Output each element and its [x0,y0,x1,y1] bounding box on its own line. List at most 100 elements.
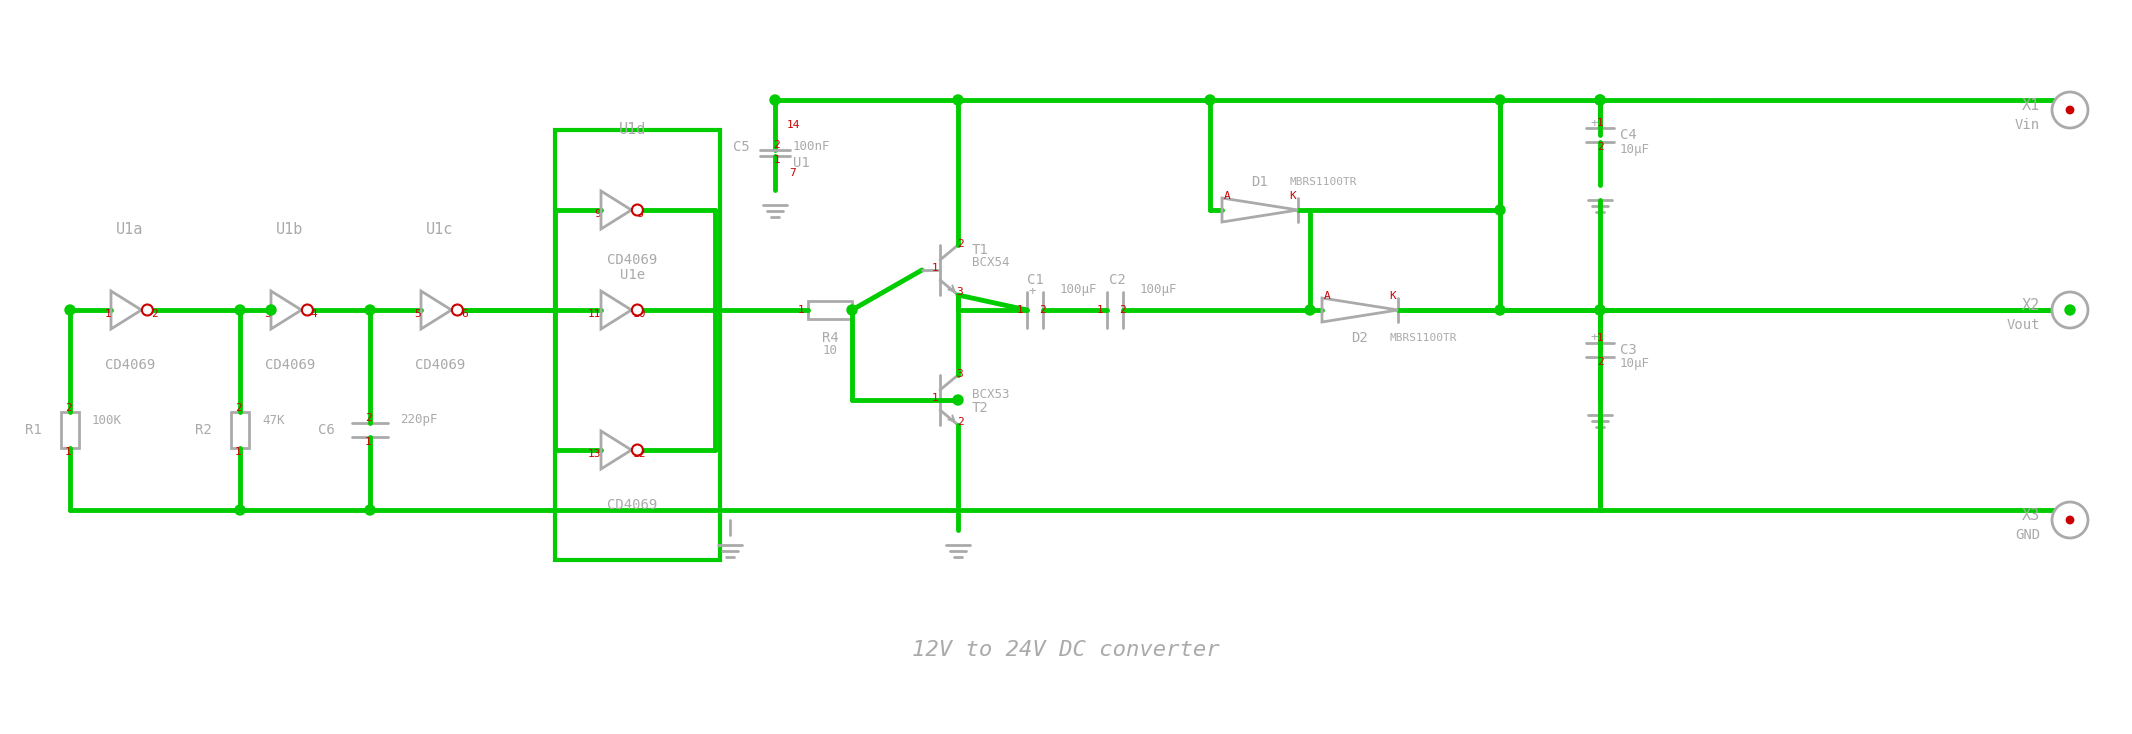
Text: Vin: Vin [2015,118,2040,132]
Circle shape [235,505,245,515]
Circle shape [64,305,75,315]
Circle shape [2051,292,2087,328]
Text: D1: D1 [1251,175,1269,189]
Text: 2: 2 [1040,305,1047,315]
Circle shape [1595,95,1605,105]
Text: X2: X2 [2021,297,2040,313]
Text: GND: GND [2015,528,2040,542]
Text: Vout: Vout [2006,318,2040,332]
Circle shape [2051,92,2087,128]
Text: C4: C4 [1620,128,1637,142]
Text: 1: 1 [1597,118,1603,128]
Text: 5: 5 [414,309,420,319]
Circle shape [1495,205,1505,215]
Text: A: A [1324,291,1330,301]
Circle shape [2051,502,2087,538]
Text: U1a: U1a [117,222,143,238]
Circle shape [631,205,644,216]
Text: 12: 12 [633,449,646,459]
Circle shape [1205,95,1215,105]
Text: BCX53: BCX53 [972,388,1008,401]
Text: 4: 4 [311,309,318,319]
Text: MBRS1100TR: MBRS1100TR [1390,333,1458,343]
Text: X1: X1 [2021,98,2040,112]
Circle shape [303,305,313,316]
Text: T2: T2 [972,401,989,415]
Circle shape [266,305,275,315]
Text: X3: X3 [2021,507,2040,523]
Text: U1e: U1e [620,268,646,282]
Text: T1: T1 [972,243,989,257]
Text: 3: 3 [957,369,964,379]
Text: +: + [1028,286,1036,299]
Text: 3: 3 [957,287,964,297]
Circle shape [1495,305,1505,315]
Text: CD4069: CD4069 [608,498,657,512]
Circle shape [631,445,644,456]
Text: 9: 9 [595,209,601,219]
Text: 2: 2 [1597,357,1603,367]
Text: BCX54: BCX54 [972,255,1008,269]
Text: C3: C3 [1620,343,1637,357]
Text: R2: R2 [196,423,211,437]
Bar [808,301,853,319]
Text: 13: 13 [588,449,601,459]
Text: 1: 1 [235,447,241,457]
Text: 10: 10 [633,309,646,319]
Text: CD4069: CD4069 [416,358,465,372]
Text: 1: 1 [1096,305,1102,315]
Bar [230,412,249,448]
Text: U1d: U1d [618,123,646,137]
Text: 100µF: 100µF [1060,283,1098,297]
Circle shape [2066,305,2074,315]
Text: D2: D2 [1352,331,1369,345]
Circle shape [953,395,964,405]
Circle shape [1595,305,1605,315]
Circle shape [1495,95,1505,105]
Text: K: K [1290,191,1296,201]
Text: C1: C1 [1028,273,1043,287]
Text: 1: 1 [1017,305,1023,315]
Circle shape [770,95,780,105]
Text: 2: 2 [1597,142,1603,152]
Text: U1b: U1b [277,222,303,238]
Text: 100K: 100K [92,413,122,426]
Text: 220pF: 220pF [401,413,437,426]
Text: 1: 1 [774,155,780,165]
Text: 14: 14 [787,120,800,130]
Circle shape [1305,305,1315,315]
Circle shape [235,305,245,315]
Text: 10µF: 10µF [1620,357,1650,371]
Circle shape [2068,307,2072,313]
Text: K: K [1390,291,1396,301]
Text: R4: R4 [821,331,838,345]
Text: A: A [1224,191,1230,201]
Circle shape [2068,107,2072,113]
Text: 1: 1 [104,309,111,319]
Circle shape [2068,517,2072,523]
Text: 3: 3 [264,309,271,319]
Text: 2: 2 [365,413,371,423]
Text: 2: 2 [849,305,855,315]
Text: 1: 1 [1597,333,1603,343]
Text: 8: 8 [635,209,642,219]
Circle shape [953,95,964,105]
Text: CD4069: CD4069 [608,253,657,267]
Text: C6: C6 [318,423,335,437]
Text: 2: 2 [774,140,780,150]
Text: 2: 2 [957,417,964,427]
Circle shape [1595,305,1605,315]
Text: 1: 1 [797,305,804,315]
Text: 6: 6 [461,309,467,319]
Circle shape [631,305,644,316]
Text: U1c: U1c [426,222,454,238]
Text: 2: 2 [64,403,70,413]
Text: 1: 1 [932,263,938,273]
Text: +: + [1590,117,1597,129]
Text: CD4069: CD4069 [104,358,156,372]
Text: C5: C5 [733,140,750,154]
Circle shape [452,305,463,316]
Text: 7: 7 [789,168,797,178]
Text: 2: 2 [235,403,241,413]
Bar [554,130,721,560]
